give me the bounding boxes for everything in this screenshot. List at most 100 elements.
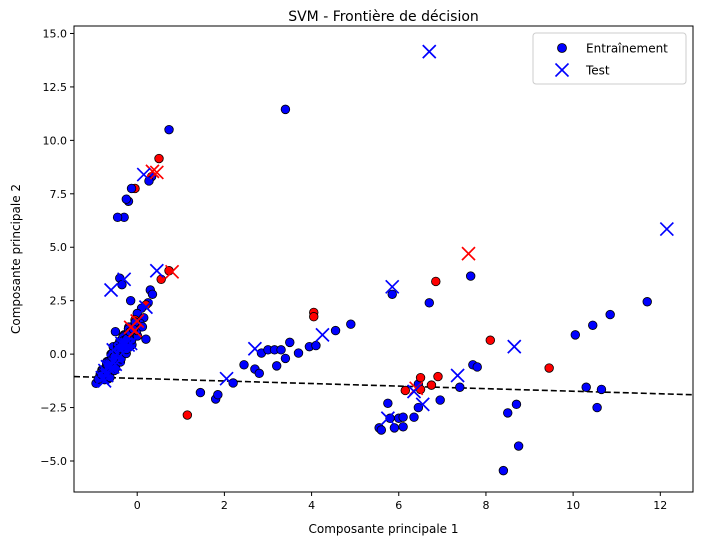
train-point: [511, 399, 522, 410]
train-point: [581, 382, 591, 392]
test-point-stroke: [103, 282, 119, 298]
y-tick-label: 12.5: [43, 81, 68, 94]
x-tick-label: 12: [653, 499, 667, 512]
train-point: [330, 325, 341, 336]
train-point: [398, 412, 408, 422]
test-point-stroke: [450, 368, 465, 383]
test-point: [507, 339, 522, 354]
test-point: [127, 323, 143, 338]
test-point: [247, 341, 263, 356]
x-axis-label: Composante principale 1: [308, 522, 458, 536]
train-point: [254, 368, 264, 379]
test-point-stroke: [385, 279, 400, 294]
train-point: [147, 289, 158, 299]
test-point: [406, 384, 422, 399]
test-point-stroke: [110, 350, 125, 365]
plot-frame: [73, 25, 694, 493]
x-tick-label: 10: [566, 499, 580, 512]
legend-box: [532, 32, 687, 85]
train-point: [389, 423, 400, 433]
train-point: [285, 337, 295, 348]
test-points-layer: [95, 44, 674, 426]
train-point: [126, 183, 137, 194]
x-tick-label: 4: [308, 499, 315, 512]
test-point-stroke: [118, 337, 133, 352]
train-point: [125, 295, 136, 306]
test-point: [145, 164, 160, 179]
train-point: [409, 412, 419, 422]
train-point: [239, 360, 249, 370]
test-point: [100, 359, 115, 374]
train-point: [605, 309, 615, 320]
train-point: [498, 465, 509, 476]
test-point: [149, 263, 164, 278]
x-tick-label: 6: [395, 499, 402, 512]
x-axis-ticks: 0 2 4 6 8 10 12: [134, 492, 667, 512]
test-point-stroke: [219, 371, 234, 386]
legend-marker-test: [554, 62, 570, 78]
test-point: [659, 221, 674, 237]
test-point-stroke: [406, 384, 422, 399]
legend-marker-train: [557, 43, 567, 53]
test-point-stroke: [127, 323, 143, 338]
y-tick-label: 15.0: [43, 27, 68, 40]
test-point-stroke: [149, 263, 164, 278]
train-point: [400, 385, 410, 396]
test-point: [117, 272, 132, 287]
test-point-stroke: [659, 221, 674, 237]
y-tick-label: 5.0: [50, 241, 68, 254]
test-point-stroke: [507, 339, 522, 354]
train-point: [280, 353, 291, 364]
test-point-stroke: [145, 164, 160, 179]
y-tick-label: 10.0: [43, 134, 68, 147]
y-tick-label: −5.0: [40, 455, 67, 468]
train-point: [346, 319, 356, 329]
train-point: [309, 312, 319, 322]
test-point-stroke: [138, 299, 154, 315]
test-point: [138, 299, 154, 315]
test-point: [103, 282, 119, 298]
decision-boundary-layer: [73, 375, 694, 396]
test-point: [164, 264, 180, 279]
test-point: [118, 337, 133, 352]
x-tick-label: 0: [134, 499, 141, 512]
y-tick-label: −2.5: [40, 402, 67, 415]
train-point: [570, 330, 581, 340]
test-point: [380, 411, 395, 426]
train-point: [485, 335, 495, 345]
x-tick-label: 8: [482, 499, 489, 512]
test-point: [385, 279, 400, 294]
test-point-stroke: [149, 165, 164, 180]
test-point-stroke: [247, 341, 263, 356]
train-point: [311, 340, 321, 351]
legend-label-train: Entraînement: [586, 42, 668, 56]
train-point: [110, 326, 121, 337]
train-point: [435, 395, 445, 405]
train-point: [465, 271, 476, 281]
train-point: [642, 297, 652, 307]
train-point: [415, 372, 426, 383]
train-point: [433, 371, 443, 382]
train-point: [280, 104, 291, 115]
test-point: [136, 167, 151, 182]
train-point: [588, 320, 598, 330]
train-point: [164, 124, 174, 135]
test-point-stroke: [106, 342, 121, 357]
train-point: [121, 194, 132, 204]
test-point-stroke: [123, 336, 138, 351]
train-point: [426, 380, 437, 390]
x-tick-label: 2: [221, 499, 228, 512]
test-point: [149, 165, 164, 180]
train-point: [455, 382, 465, 392]
train-point: [293, 348, 304, 358]
test-point-stroke: [315, 327, 330, 342]
train-point: [503, 408, 513, 418]
train-point: [398, 422, 408, 432]
y-tick-label: 2.5: [50, 295, 68, 308]
test-point: [123, 336, 138, 351]
train-point: [383, 398, 393, 408]
y-tick-label: 7.5: [50, 188, 68, 201]
test-point-stroke: [100, 359, 115, 374]
train-point: [596, 384, 607, 395]
